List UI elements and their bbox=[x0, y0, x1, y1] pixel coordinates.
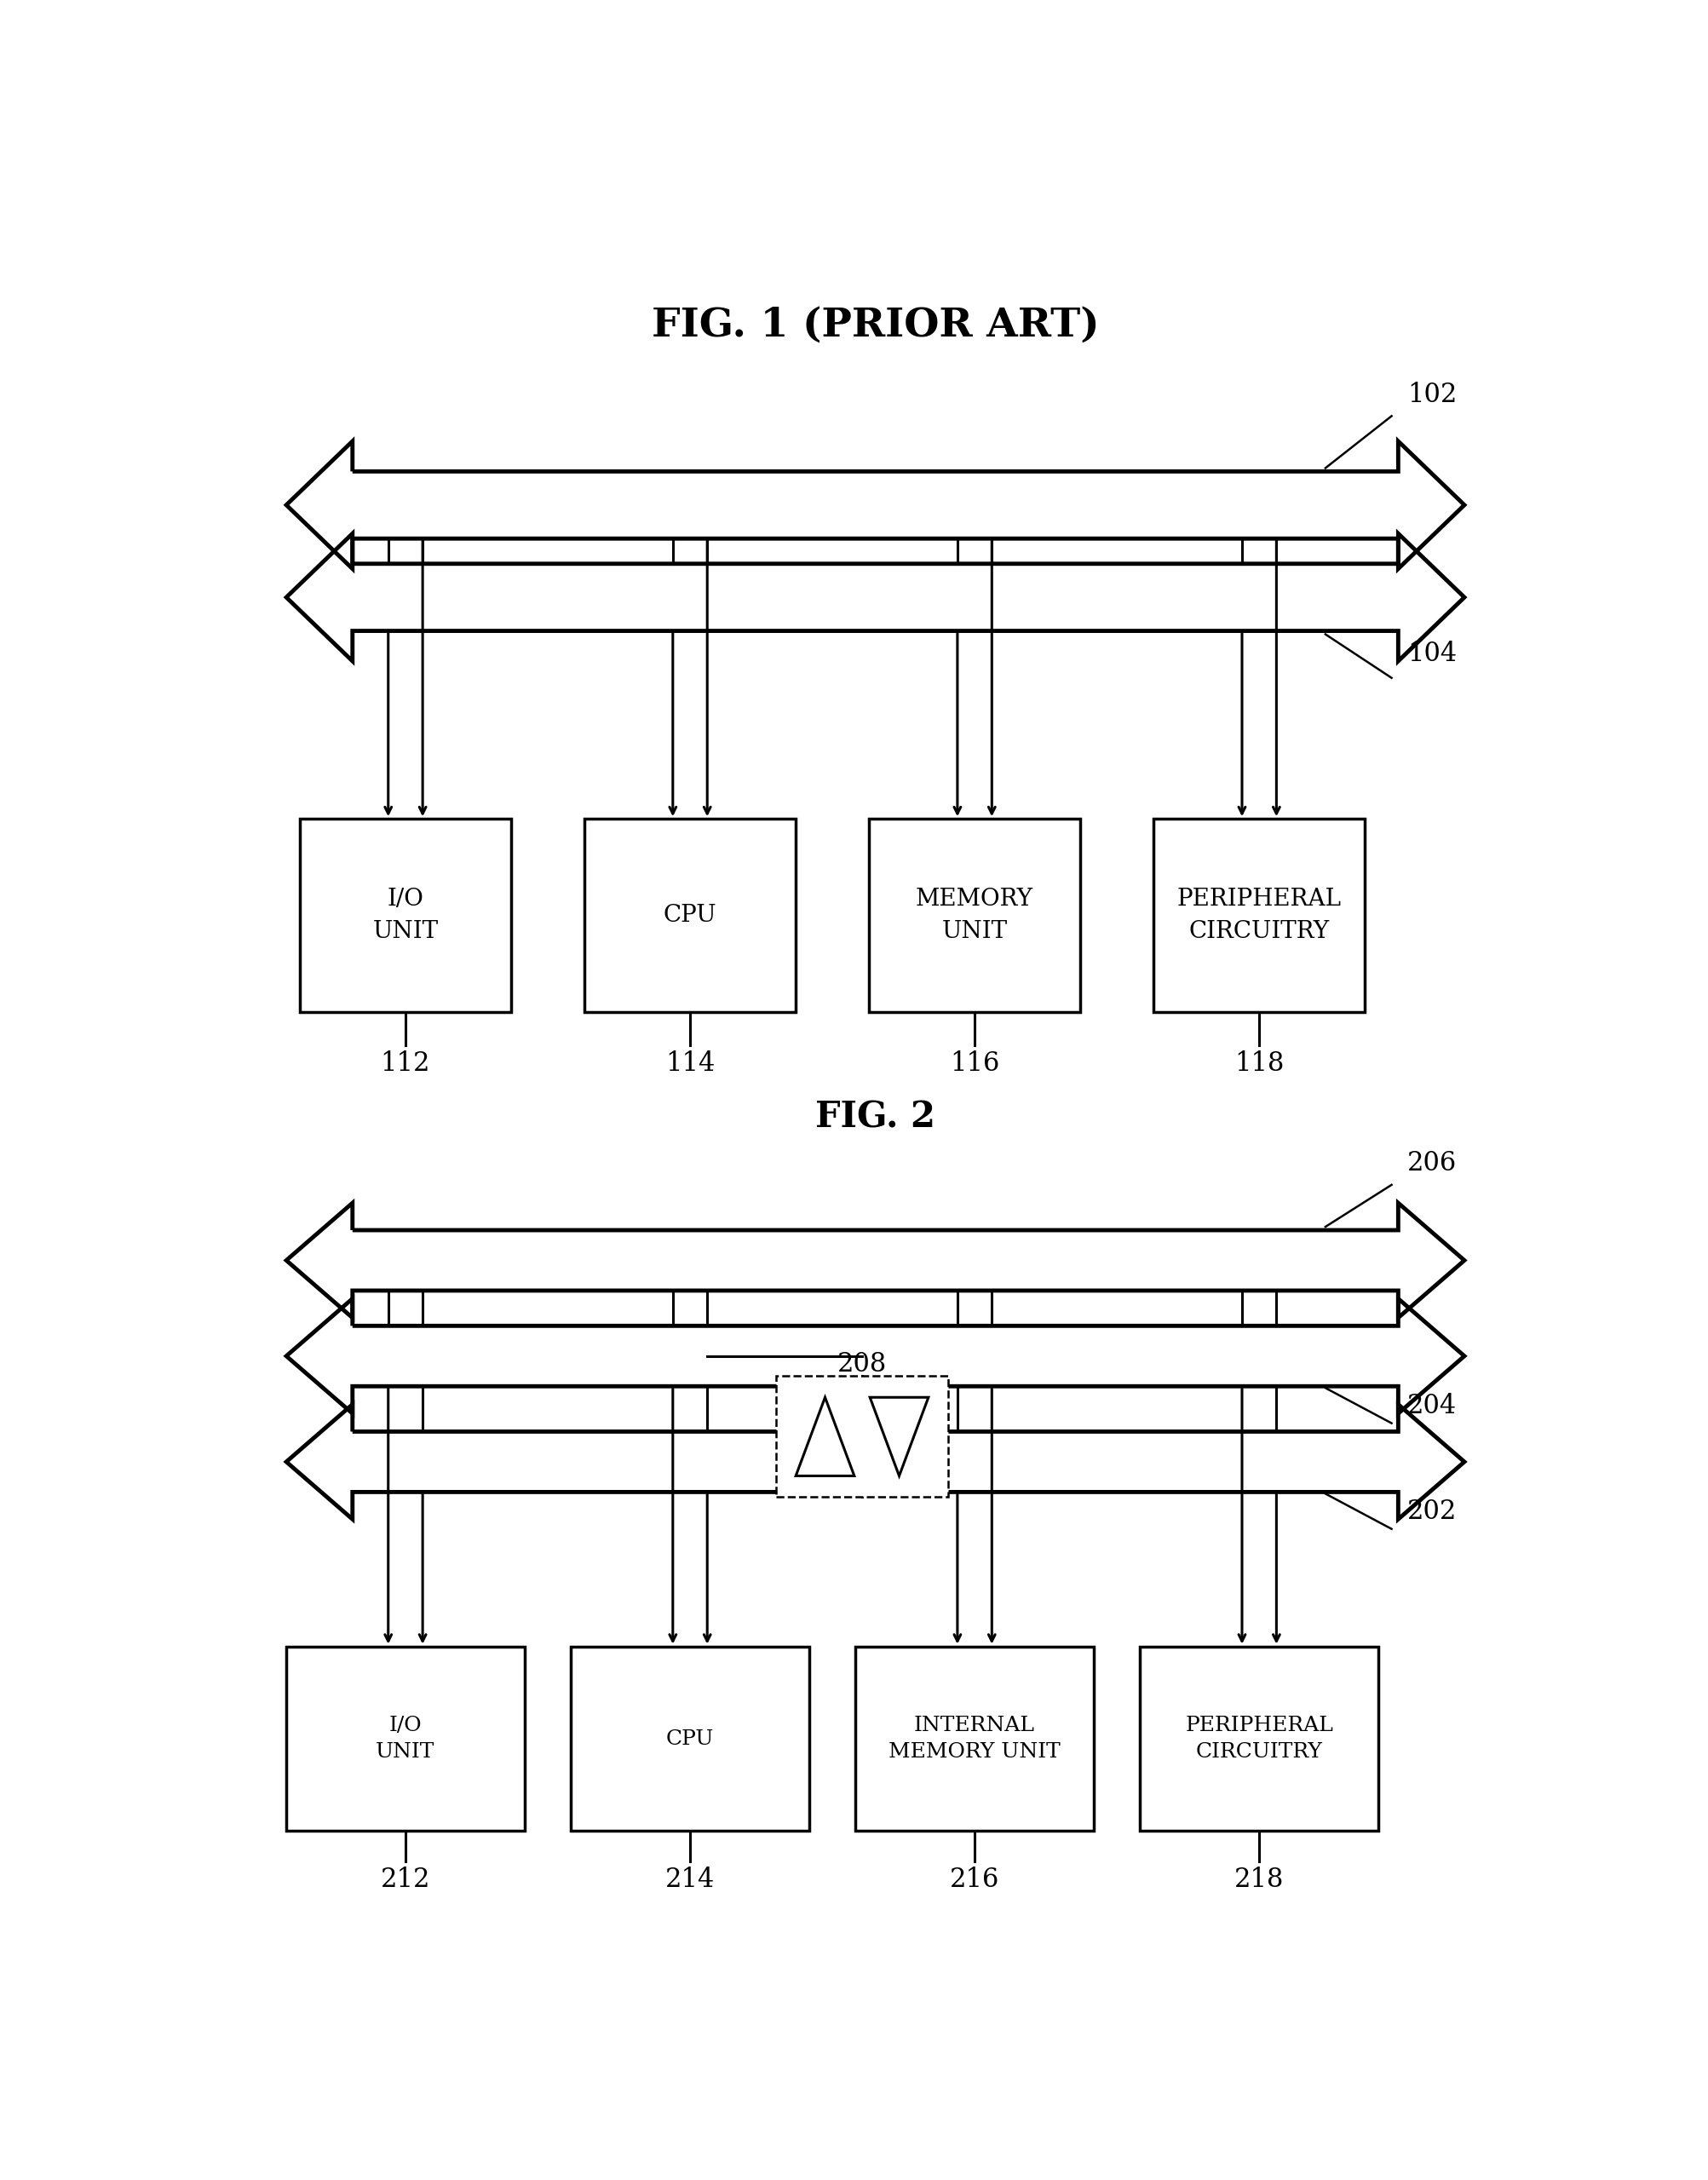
Text: 216: 216 bbox=[950, 1866, 999, 1892]
Text: I/O
UNIT: I/O UNIT bbox=[376, 1716, 436, 1761]
Polygon shape bbox=[796, 1397, 854, 1476]
Text: INTERNAL
MEMORY UNIT: INTERNAL MEMORY UNIT bbox=[888, 1716, 1061, 1761]
Text: 118: 118 bbox=[1235, 1051, 1284, 1077]
Text: CPU: CPU bbox=[666, 1729, 714, 1748]
Polygon shape bbox=[869, 1397, 929, 1476]
Text: 116: 116 bbox=[950, 1051, 999, 1077]
Text: 206: 206 bbox=[1407, 1151, 1457, 1177]
Text: 104: 104 bbox=[1407, 641, 1457, 667]
Text: CPU: CPU bbox=[663, 905, 717, 926]
Text: 112: 112 bbox=[381, 1051, 430, 1077]
Text: 102: 102 bbox=[1407, 382, 1457, 408]
Text: 212: 212 bbox=[381, 1866, 430, 1892]
Bar bbox=[299, 820, 511, 1012]
Bar bbox=[869, 820, 1081, 1012]
Bar bbox=[1141, 1646, 1378, 1831]
Text: I/O
UNIT: I/O UNIT bbox=[372, 887, 439, 944]
Bar bbox=[856, 1646, 1093, 1831]
Text: 208: 208 bbox=[837, 1352, 886, 1378]
Bar bbox=[1153, 820, 1365, 1012]
Text: PERIPHERAL
CIRCUITRY: PERIPHERAL CIRCUITRY bbox=[1177, 887, 1341, 944]
Text: FIG. 1 (PRIOR ART): FIG. 1 (PRIOR ART) bbox=[651, 305, 1100, 344]
Text: 218: 218 bbox=[1235, 1866, 1284, 1892]
Text: 202: 202 bbox=[1407, 1498, 1457, 1526]
Text: PERIPHERAL
CIRCUITRY: PERIPHERAL CIRCUITRY bbox=[1185, 1716, 1334, 1761]
Bar bbox=[570, 1646, 810, 1831]
Bar bbox=[584, 820, 796, 1012]
Text: MEMORY
UNIT: MEMORY UNIT bbox=[915, 887, 1033, 944]
Text: FIG. 2: FIG. 2 bbox=[815, 1099, 936, 1136]
Text: 204: 204 bbox=[1407, 1393, 1457, 1419]
Text: 214: 214 bbox=[664, 1866, 716, 1892]
Bar bbox=[287, 1646, 524, 1831]
Bar bbox=[775, 1376, 948, 1498]
Text: 114: 114 bbox=[664, 1051, 716, 1077]
